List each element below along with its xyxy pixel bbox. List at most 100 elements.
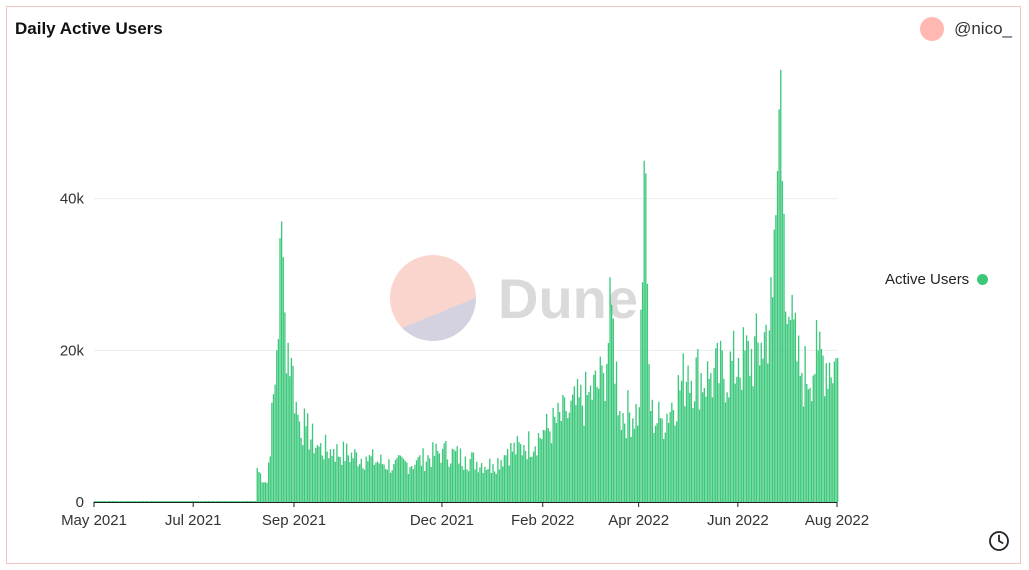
bar[interactable] (581, 405, 584, 502)
bar[interactable] (827, 388, 829, 502)
bar[interactable] (437, 450, 439, 502)
bar[interactable] (585, 371, 587, 502)
bar[interactable] (163, 501, 166, 502)
bar[interactable] (396, 457, 398, 502)
bar[interactable] (412, 469, 414, 502)
bar[interactable] (207, 501, 210, 502)
bar[interactable] (263, 482, 265, 502)
bar[interactable] (280, 221, 283, 503)
bar[interactable] (128, 501, 130, 502)
bar[interactable] (532, 451, 535, 502)
bar[interactable] (336, 444, 338, 502)
bar[interactable] (815, 320, 818, 502)
bar[interactable] (802, 406, 805, 502)
bar[interactable] (607, 342, 610, 502)
bar[interactable] (713, 367, 715, 502)
bar[interactable] (502, 466, 504, 502)
bar[interactable] (593, 374, 595, 502)
bar[interactable] (342, 441, 345, 502)
bar[interactable] (360, 458, 362, 502)
bar[interactable] (159, 501, 161, 502)
bar[interactable] (168, 501, 171, 502)
bar[interactable] (552, 407, 554, 502)
bar[interactable] (308, 449, 310, 502)
bar[interactable] (123, 501, 125, 502)
bar[interactable] (350, 452, 353, 502)
bar[interactable] (175, 501, 177, 502)
bar[interactable] (380, 454, 382, 502)
bar[interactable] (225, 501, 228, 502)
bar[interactable] (422, 448, 424, 502)
bar[interactable] (669, 411, 671, 502)
bar[interactable] (659, 418, 662, 502)
bar[interactable] (742, 327, 745, 502)
bar[interactable] (316, 445, 319, 503)
bar[interactable] (650, 411, 652, 502)
bar[interactable] (643, 160, 645, 502)
bar[interactable] (212, 501, 215, 502)
bar[interactable] (217, 501, 219, 502)
bar[interactable] (264, 482, 267, 502)
bar[interactable] (588, 392, 590, 502)
bar[interactable] (580, 384, 582, 502)
bar[interactable] (111, 501, 114, 502)
bar[interactable] (472, 452, 475, 502)
bar[interactable] (267, 462, 270, 502)
bar[interactable] (256, 467, 258, 503)
bar[interactable] (149, 501, 151, 502)
bar[interactable] (276, 350, 278, 502)
bar[interactable] (167, 501, 169, 502)
bar[interactable] (695, 357, 697, 502)
bar[interactable] (789, 320, 792, 502)
bar[interactable] (115, 501, 117, 502)
bar[interactable] (732, 330, 735, 502)
bar[interactable] (359, 464, 361, 502)
bar[interactable] (160, 501, 162, 502)
bar[interactable] (170, 501, 172, 502)
bar[interactable] (121, 501, 123, 502)
bar[interactable] (290, 357, 293, 502)
bar[interactable] (555, 422, 558, 502)
bar[interactable] (107, 501, 109, 502)
bar[interactable] (760, 342, 762, 502)
bar[interactable] (545, 413, 548, 502)
bar[interactable] (752, 386, 754, 502)
bar[interactable] (375, 462, 377, 502)
bar[interactable] (661, 418, 663, 502)
bar[interactable] (272, 394, 275, 502)
bar[interactable] (767, 363, 769, 502)
bar[interactable] (409, 467, 411, 502)
bar[interactable] (589, 385, 592, 502)
bar[interactable] (542, 429, 545, 502)
bar[interactable] (825, 363, 827, 502)
bar[interactable] (349, 462, 351, 502)
bar[interactable] (94, 501, 96, 502)
bar[interactable] (155, 501, 158, 502)
bar[interactable] (503, 455, 506, 502)
bar[interactable] (489, 458, 491, 502)
bar[interactable] (645, 173, 647, 503)
bar[interactable] (399, 455, 401, 502)
bar[interactable] (372, 449, 374, 502)
bar[interactable] (321, 455, 323, 502)
bar[interactable] (173, 501, 175, 502)
bar[interactable] (220, 501, 223, 502)
bar[interactable] (420, 465, 423, 502)
bar[interactable] (430, 466, 432, 502)
bar[interactable] (147, 501, 149, 502)
bar[interactable] (233, 501, 236, 502)
bar[interactable] (279, 238, 281, 502)
bar[interactable] (705, 396, 707, 502)
bar[interactable] (373, 464, 375, 502)
bar[interactable] (633, 428, 636, 502)
bar[interactable] (411, 466, 413, 502)
bar[interactable] (617, 415, 619, 502)
bar[interactable] (199, 501, 202, 502)
bar[interactable] (394, 459, 397, 502)
bar[interactable] (814, 373, 816, 502)
bar[interactable] (446, 459, 449, 502)
bar[interactable] (526, 459, 528, 502)
bar[interactable] (531, 456, 533, 502)
bar[interactable] (537, 433, 540, 502)
bar[interactable] (181, 501, 184, 502)
